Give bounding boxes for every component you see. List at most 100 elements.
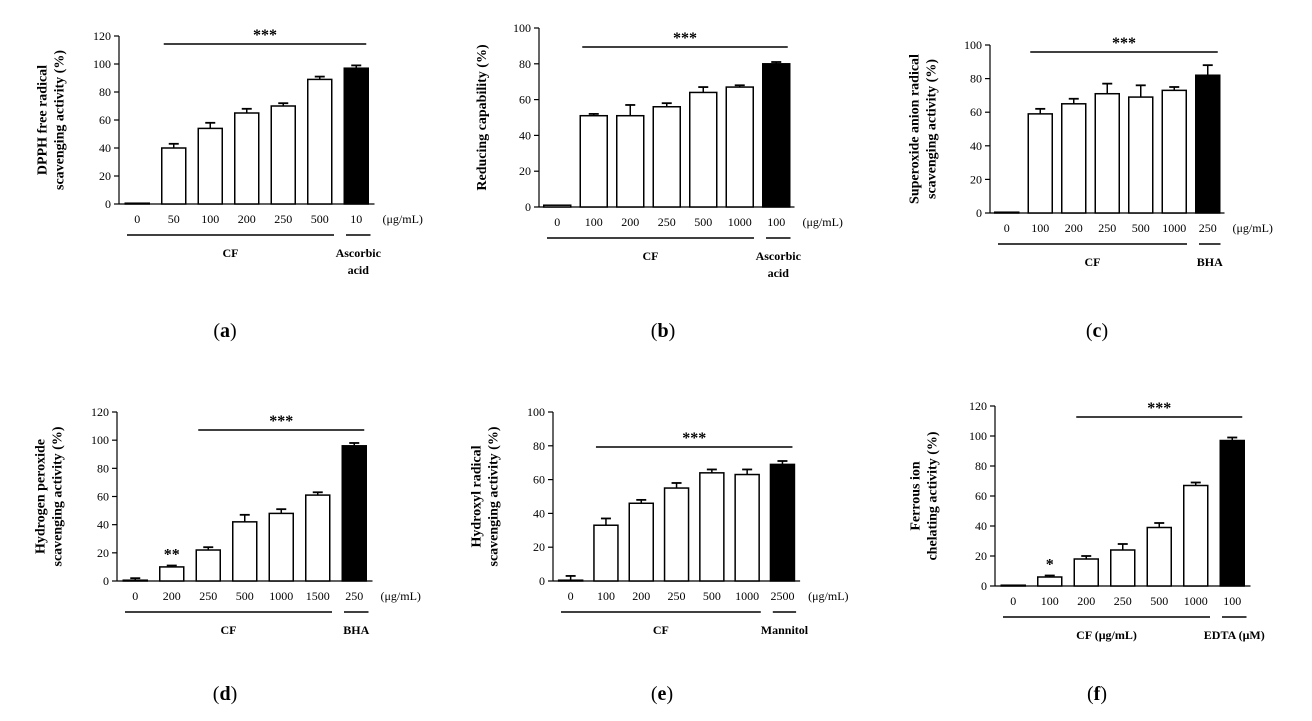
y-tick-label: 120	[93, 29, 111, 43]
group-label: Ascorbic	[756, 249, 802, 263]
x-tick-label: 0	[1004, 221, 1010, 235]
y-tick-label: 0	[981, 579, 987, 593]
bar	[159, 566, 185, 582]
x-tick-label: 500	[1150, 594, 1168, 608]
x-tick-label: 0	[132, 589, 138, 603]
bar	[1061, 103, 1087, 214]
x-tick-label: 100	[767, 215, 785, 229]
y-tick-label: 60	[519, 93, 531, 107]
x-tick-label: 50	[168, 212, 180, 226]
x-tick-label: 250	[274, 212, 292, 226]
group-label: Ascorbic	[336, 246, 382, 260]
chart-panel-f: 0 20 40 60 80 100 120 Ferrous ion chelating acti…	[909, 399, 1265, 705]
group-label: CF	[223, 246, 239, 260]
panel-label: (f)	[1087, 683, 1107, 705]
x-tick-label: 250	[1199, 221, 1217, 235]
x-tick-label: 500	[1132, 221, 1150, 235]
y-tick-label: 80	[519, 57, 531, 71]
x-tick-label: 1500	[306, 589, 330, 603]
y-tick-label: 120	[969, 399, 987, 413]
y-tick-label: 0	[105, 197, 111, 211]
panel-letter: a	[220, 320, 230, 342]
group-label: EDTA (μM)	[1204, 628, 1265, 642]
panel-label: (a)	[213, 320, 236, 342]
y-tick-label: 20	[519, 164, 531, 178]
bar	[699, 472, 725, 582]
bar	[1146, 526, 1172, 587]
bar	[1128, 96, 1154, 214]
bar	[1161, 89, 1187, 214]
y-axis-label-line: scavenging activity (%)	[51, 426, 66, 566]
y-axis-label-line: Hydrogen peroxide	[34, 439, 49, 554]
y-axis-label-line: scavenging activity (%)	[925, 59, 940, 199]
x-tick-label: 100	[1041, 594, 1059, 608]
x-tick-label: 100	[1223, 594, 1241, 608]
y-tick-label: 40	[99, 141, 111, 155]
chart-panel-a: 0 20 40 60 80 100 120 DPPH free radical scavengi…	[36, 27, 423, 342]
chart-panel-e: 0 20 40 60 80 100 Hydroxyl radical scavenging a…	[470, 405, 849, 705]
y-tick-label: 60	[99, 113, 111, 127]
y-tick-label: 60	[975, 489, 987, 503]
y-axis-label: Reducing capability (%)	[475, 44, 490, 191]
y-tick-label: 100	[964, 38, 982, 52]
y-tick-label: 80	[970, 72, 982, 86]
bar	[268, 512, 294, 582]
x-tick-label: 500	[694, 215, 712, 229]
significance-label: ***	[269, 413, 293, 430]
y-tick-label: 0	[103, 574, 109, 588]
x-tick-label: 0	[134, 212, 140, 226]
significance-label: ***	[253, 27, 277, 44]
chart-panel-d: 0 20 40 60 80 100 120 Hydrogen peroxide scavengi…	[34, 405, 421, 705]
y-axis-label: Hydrogen peroxide scavenging activity (%)	[34, 426, 66, 566]
bar	[769, 463, 796, 582]
bar	[1195, 74, 1221, 214]
panel-letter: f	[1094, 683, 1101, 705]
x-tick-label: 200	[1077, 594, 1095, 608]
y-tick-label: 20	[99, 169, 111, 183]
bar	[762, 63, 791, 208]
y-tick-label: 100	[969, 429, 987, 443]
y-tick-label: 40	[97, 518, 109, 532]
x-tick-label: 250	[1114, 594, 1132, 608]
y-tick-label: 20	[970, 172, 982, 186]
y-tick-label: 80	[99, 85, 111, 99]
bar-significance-mark: *	[1046, 557, 1054, 574]
y-tick-label: 0	[976, 206, 982, 220]
y-tick-label: 100	[91, 433, 109, 447]
bar	[307, 78, 333, 205]
y-tick-label: 100	[93, 57, 111, 71]
bar	[593, 524, 619, 582]
bar	[734, 473, 760, 582]
x-unit-label: (μg/mL)	[381, 589, 421, 603]
y-axis-label-line: Ferrous ion	[909, 461, 924, 531]
panel-letter: e	[658, 683, 667, 705]
bar	[725, 86, 754, 208]
bar	[195, 549, 221, 582]
y-tick-label: 40	[970, 139, 982, 153]
x-tick-label: 200	[632, 589, 650, 603]
x-tick-label: 250	[658, 215, 676, 229]
panel-letter: d	[219, 683, 230, 705]
x-tick-label: 200	[238, 212, 256, 226]
x-tick-label: 200	[1065, 221, 1083, 235]
y-tick-label: 80	[975, 459, 987, 473]
y-axis-label: Ferrous ion chelating activity (%)	[909, 431, 941, 560]
y-axis-label: DPPH free radical scavenging activity (%)	[36, 50, 68, 190]
significance-label: ***	[682, 430, 706, 447]
chart-panel-c: 0 20 40 60 80 100 Superoxide anion radical scav…	[908, 35, 1273, 342]
group-label: CF	[643, 249, 659, 263]
y-tick-label: 0	[525, 200, 531, 214]
bar	[197, 127, 223, 205]
x-unit-label: (μg/mL)	[1233, 221, 1273, 235]
x-tick-label: 1000	[735, 589, 759, 603]
group-label: CF	[221, 623, 237, 637]
chart-panel-b: 0 20 40 60 80 100 Reducing capability (%) 0 100 2…	[475, 21, 843, 342]
x-tick-label: 0	[568, 589, 574, 603]
bar	[689, 91, 718, 208]
group-label: BHA	[1197, 255, 1223, 269]
bar	[1027, 113, 1053, 214]
panel-label: (c)	[1086, 320, 1108, 342]
bar	[1073, 558, 1099, 587]
x-tick-label: 1000	[1184, 594, 1208, 608]
